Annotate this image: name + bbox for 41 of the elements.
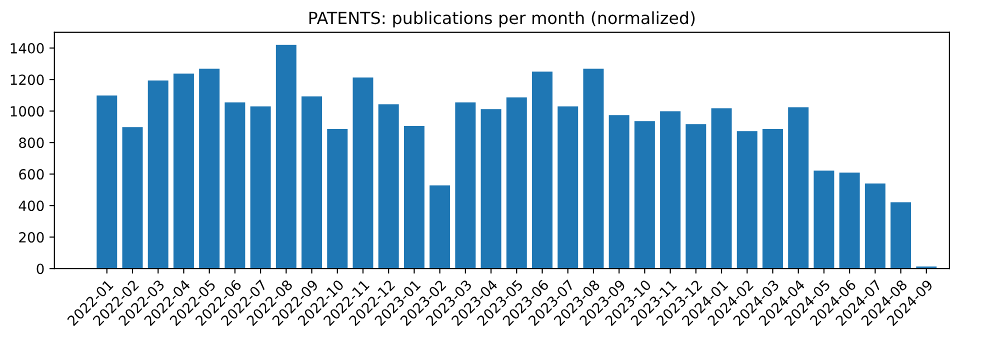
bar: [711, 108, 732, 269]
bar: [199, 68, 220, 269]
y-tick-label: 600: [19, 169, 44, 180]
bar: [558, 106, 578, 269]
bar: [327, 129, 348, 269]
bar: [660, 111, 681, 269]
bar: [583, 68, 604, 269]
bar: [276, 44, 296, 269]
y-tick-label: 0: [36, 264, 44, 274]
y-tick-label: 800: [19, 138, 44, 148]
bar: [455, 102, 476, 269]
bar: [404, 126, 424, 269]
y-tick-label: 1000: [10, 106, 44, 117]
bar: [532, 72, 552, 269]
bar: [480, 109, 502, 269]
bar: [890, 202, 912, 269]
bar: [839, 172, 860, 269]
y-tick-label: 1400: [10, 43, 44, 54]
bar: [302, 96, 322, 269]
bar: [762, 129, 783, 269]
bar: [148, 80, 168, 269]
bar: [634, 121, 655, 269]
bar: [686, 124, 706, 269]
bar: [736, 131, 758, 269]
bar: [788, 107, 809, 269]
bar: [122, 127, 143, 269]
y-tick-label: 400: [18, 200, 44, 212]
bar: [864, 184, 886, 269]
bar: [814, 170, 834, 269]
bar: [430, 185, 450, 269]
bar: [378, 104, 399, 269]
bar: [224, 102, 246, 269]
bar: [352, 78, 374, 269]
y-tick-label: 200: [19, 232, 44, 243]
chart-title: PATENTS: publications per month (normalized): [309, 11, 695, 28]
bar: [96, 95, 118, 269]
bar: [173, 74, 194, 269]
y-tick-label: 1200: [10, 74, 44, 86]
bar: [506, 97, 527, 269]
bar: [608, 115, 630, 269]
bar: [250, 106, 271, 269]
